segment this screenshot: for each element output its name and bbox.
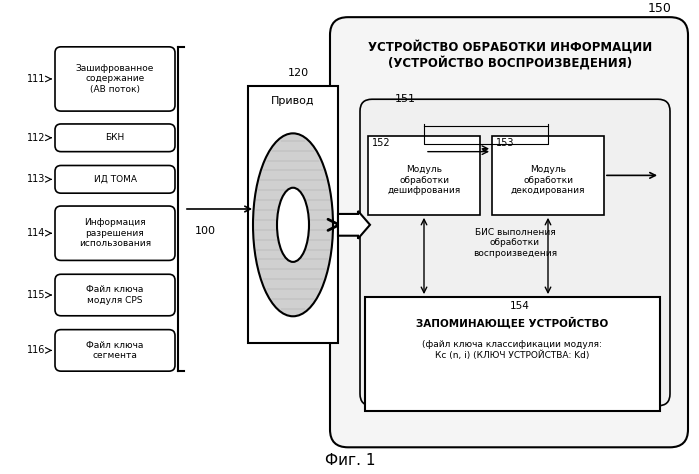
Ellipse shape xyxy=(253,133,333,316)
FancyBboxPatch shape xyxy=(55,165,175,193)
FancyBboxPatch shape xyxy=(492,136,604,215)
Ellipse shape xyxy=(277,188,309,262)
Text: Модуль
обработки
декодирования: Модуль обработки декодирования xyxy=(511,165,585,195)
Text: 153: 153 xyxy=(496,138,514,148)
Text: (файл ключа классификации модуля:
Кс (n, i) (КЛЮЧ УСТРОЙСТВА: Kd): (файл ключа классификации модуля: Кс (n,… xyxy=(422,339,602,359)
Text: 114: 114 xyxy=(27,228,45,238)
Text: 112: 112 xyxy=(27,133,45,143)
Text: Привод: Привод xyxy=(271,96,315,106)
Text: Информация
разрешения
использования: Информация разрешения использования xyxy=(79,219,151,248)
Text: 111: 111 xyxy=(27,74,45,84)
FancyArrow shape xyxy=(338,211,370,239)
FancyBboxPatch shape xyxy=(55,47,175,111)
Text: 151: 151 xyxy=(395,94,416,104)
FancyBboxPatch shape xyxy=(360,99,670,406)
Text: УСТРОЙСТВО ОБРАБОТКИ ИНФОРМАЦИИ
(УСТРОЙСТВО ВОСПРОИЗВЕДЕНИЯ): УСТРОЙСТВО ОБРАБОТКИ ИНФОРМАЦИИ (УСТРОЙС… xyxy=(368,40,652,70)
Text: 152: 152 xyxy=(372,138,391,148)
Text: ИД ТОМА: ИД ТОМА xyxy=(94,175,136,184)
Text: 100: 100 xyxy=(194,226,215,236)
Text: ЗАПОМИНАЮЩЕЕ УСТРОЙСТВО: ЗАПОМИНАЮЩЕЕ УСТРОЙСТВО xyxy=(416,317,608,328)
Text: Файл ключа
сегмента: Файл ключа сегмента xyxy=(86,341,144,360)
FancyBboxPatch shape xyxy=(55,206,175,260)
FancyBboxPatch shape xyxy=(368,136,480,215)
FancyBboxPatch shape xyxy=(55,124,175,152)
FancyBboxPatch shape xyxy=(55,274,175,316)
Text: Файл ключа
модуля CPS: Файл ключа модуля CPS xyxy=(86,285,144,305)
Text: 115: 115 xyxy=(27,290,45,300)
FancyBboxPatch shape xyxy=(365,297,660,410)
Text: 150: 150 xyxy=(648,2,672,15)
Text: 154: 154 xyxy=(510,301,530,311)
FancyBboxPatch shape xyxy=(55,329,175,371)
Text: 120: 120 xyxy=(287,68,308,79)
Text: Модуль
обработки
дешифрования: Модуль обработки дешифрования xyxy=(387,165,461,195)
Text: Зашифрованное
содержание
(АВ поток): Зашифрованное содержание (АВ поток) xyxy=(75,64,154,94)
Text: БИС выполнения
обработки
воспроизведения: БИС выполнения обработки воспроизведения xyxy=(473,228,557,257)
Text: Фиг. 1: Фиг. 1 xyxy=(325,453,375,468)
FancyBboxPatch shape xyxy=(330,17,688,447)
Text: 113: 113 xyxy=(27,174,45,184)
FancyBboxPatch shape xyxy=(248,86,338,344)
Text: БКН: БКН xyxy=(106,133,124,142)
Text: 116: 116 xyxy=(27,346,45,356)
